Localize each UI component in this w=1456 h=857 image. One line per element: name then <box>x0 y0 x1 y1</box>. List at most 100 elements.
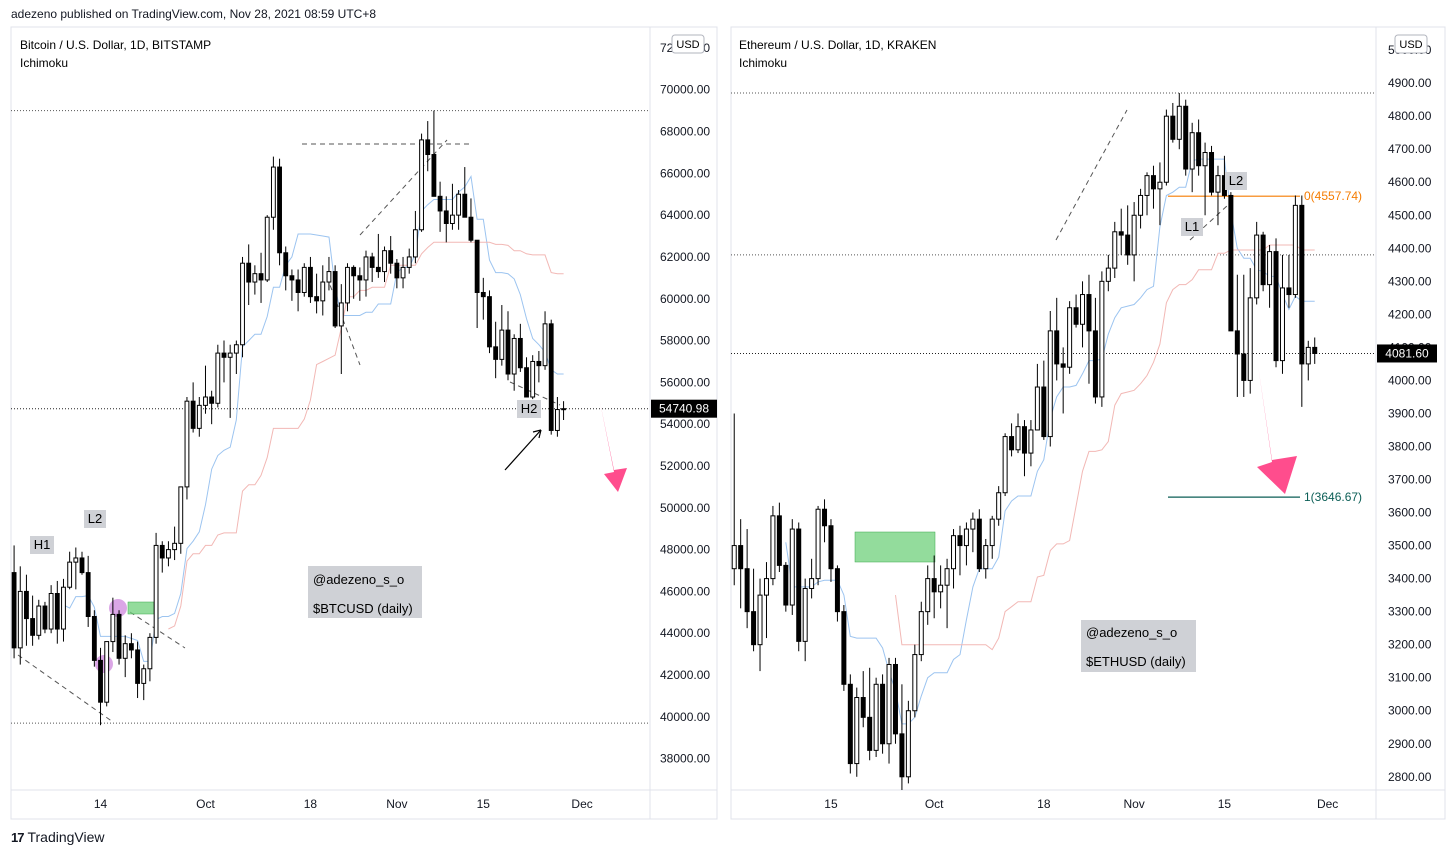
tradingview-logo[interactable]: 17 TradingView <box>11 829 105 845</box>
candle <box>770 505 776 586</box>
candle <box>880 674 886 754</box>
btc-drawings <box>17 139 627 723</box>
candle <box>944 558 950 629</box>
y-tick-label: 4400.00 <box>1388 241 1432 255</box>
y-tick-label: 42000.00 <box>660 668 710 682</box>
candle <box>400 256 406 289</box>
x-tick-label: Dec <box>1317 797 1338 811</box>
candle <box>517 323 523 372</box>
candle <box>104 641 110 707</box>
eth-down-arrow <box>1257 365 1297 494</box>
tradingview-logo-mark: 17 <box>11 829 25 845</box>
btc-currency-badge[interactable]: USD <box>671 34 705 54</box>
y-tick-label: 3200.00 <box>1388 638 1432 652</box>
y-tick-label: 4500.00 <box>1388 208 1432 222</box>
btc-price-axis[interactable]: 38000.00 40000.00 42000.00 44000.00 46000.00… <box>660 41 710 766</box>
candle <box>511 334 517 391</box>
candle <box>1292 195 1298 298</box>
btc-green-zone <box>127 601 155 615</box>
y-tick-label: 4700.00 <box>1388 142 1432 156</box>
y-tick-label: 52000.00 <box>660 459 710 473</box>
candle <box>468 198 474 243</box>
y-tick-label: 38000.00 <box>660 752 710 766</box>
x-tick-label: 18 <box>304 797 318 811</box>
candle <box>1312 337 1318 364</box>
candle <box>1247 268 1253 394</box>
eth-time-axis[interactable]: 15 Oct 18 Nov 15 Dec <box>824 797 1338 811</box>
candle <box>369 252 375 283</box>
candle <box>166 541 171 567</box>
y-tick-label: 3800.00 <box>1388 439 1432 453</box>
candle <box>178 486 184 554</box>
candle <box>54 580 60 644</box>
candle <box>184 397 190 500</box>
candle <box>462 167 468 218</box>
y-tick-label: 3700.00 <box>1388 473 1432 487</box>
x-tick-label: Nov <box>386 797 407 811</box>
candle <box>905 700 911 784</box>
candle <box>1189 122 1195 193</box>
eth-label-l1-box <box>1181 218 1203 236</box>
candle <box>363 250 369 297</box>
candle <box>744 529 750 629</box>
eth-labels: L1 L2 @adezeno_s_o $ETHUSD (daily) <box>1081 172 1247 672</box>
candle <box>1241 274 1247 397</box>
candle <box>530 355 536 400</box>
candle <box>561 401 566 420</box>
candle <box>536 351 542 383</box>
btc-panel[interactable]: Bitcoin / U.S. Dollar, 1D, BITSTAMP Ichi… <box>10 26 718 820</box>
eth-currency-badge[interactable]: USD <box>1394 34 1428 54</box>
candle <box>85 555 91 627</box>
y-tick-label: 3500.00 <box>1388 539 1432 553</box>
candle <box>1170 102 1176 143</box>
btc-pointer-arrow <box>504 429 542 471</box>
btc-time-axis[interactable]: 14 Oct 18 Nov 15 Dec <box>94 797 593 811</box>
candle <box>983 538 989 579</box>
btc-watermark-box <box>308 566 422 618</box>
btc-labels: H1 L2 H2 @adezeno_s_o $BTCUSD (daily) <box>30 400 541 618</box>
y-tick-label: 64000.00 <box>660 208 710 222</box>
candle <box>524 357 529 398</box>
candle <box>351 265 357 299</box>
x-tick-label: 15 <box>824 797 838 811</box>
eth-panel[interactable]: Ethereum / U.S. Dollar, 1D, KRAKEN Ichim… <box>730 26 1446 820</box>
eth-price-axis[interactable]: 2800.00 2900.00 3000.00 3100.00 3200.00 3300.… <box>1388 43 1432 784</box>
candle <box>159 541 165 573</box>
candle <box>1125 205 1131 265</box>
candle <box>1183 99 1189 176</box>
candle <box>809 558 815 599</box>
candle <box>326 256 332 291</box>
btc-watermark-user: @adezeno_s_o <box>313 572 404 587</box>
candle <box>264 215 270 283</box>
candle <box>763 562 769 639</box>
candle <box>1202 142 1208 216</box>
eth-watermark-user: @adezeno_s_o <box>1086 625 1177 640</box>
y-tick-label: 68000.00 <box>660 125 710 139</box>
candle <box>1279 254 1285 374</box>
candle <box>91 610 97 667</box>
y-tick-label: 60000.00 <box>660 292 710 306</box>
candle <box>227 344 233 418</box>
y-tick-label: 4000.00 <box>1388 373 1432 387</box>
candle <box>128 633 134 659</box>
candle <box>828 519 834 582</box>
y-tick-label: 4200.00 <box>1388 307 1432 321</box>
btc-label-h1-box <box>30 536 54 554</box>
eth-fib-levels: 0(4557.74) 1(3646.67) <box>1168 189 1362 504</box>
candle <box>822 499 828 543</box>
btc-candles <box>11 110 566 726</box>
candle <box>258 252 264 303</box>
candle <box>989 515 995 559</box>
candle <box>1138 188 1144 229</box>
candle <box>815 505 821 586</box>
candle <box>1009 423 1015 457</box>
candle <box>42 601 48 634</box>
candle <box>1144 172 1150 216</box>
candle <box>61 578 66 642</box>
tradingview-logo-text: TradingView <box>27 829 105 845</box>
candle <box>1176 93 1182 150</box>
y-tick-label: 3600.00 <box>1388 506 1432 520</box>
y-tick-label: 4900.00 <box>1388 76 1432 90</box>
candle <box>931 555 937 619</box>
